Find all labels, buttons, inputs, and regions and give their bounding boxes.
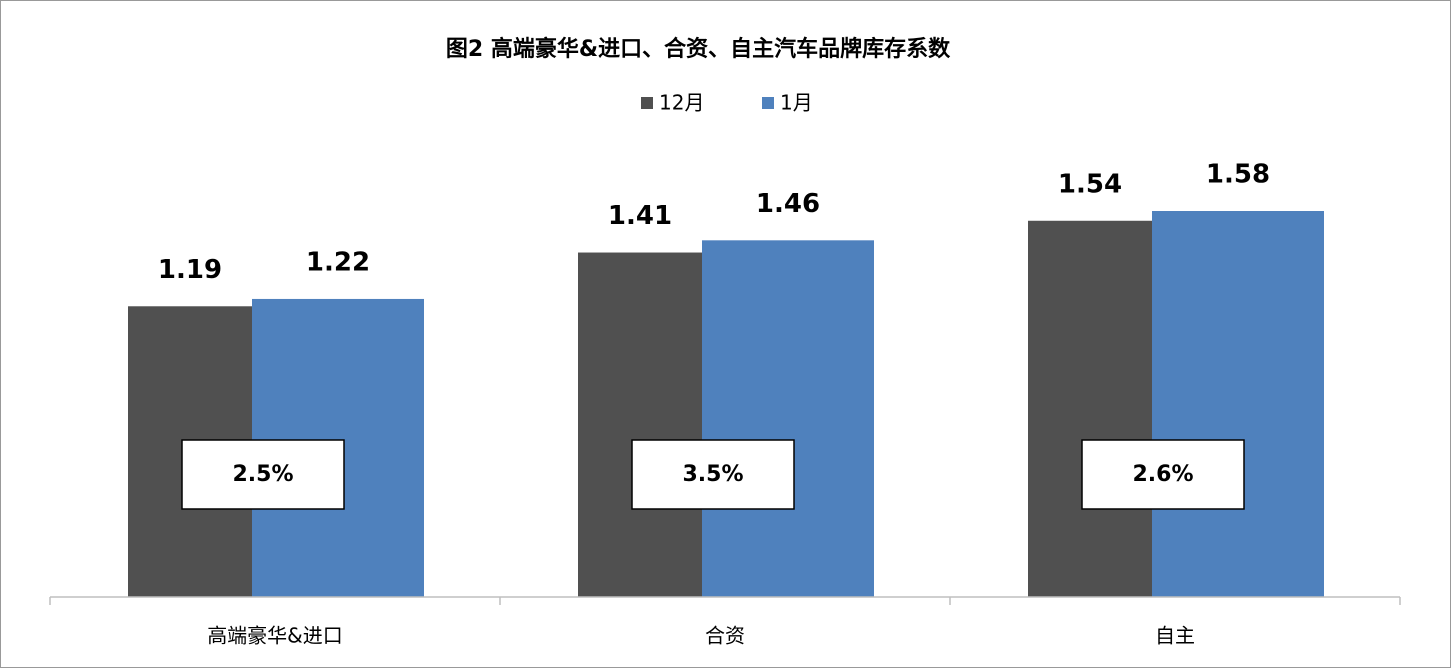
legend-label: 1月 [780,91,813,115]
annotation: 2.6% [1132,462,1193,487]
data-label: 1.41 [608,201,672,231]
legend-swatch [762,97,774,109]
data-label: 1.58 [1206,160,1270,190]
annotation: 2.5% [232,462,293,487]
annotation-box [631,439,795,510]
data-label: 1.54 [1058,169,1122,199]
x-tick-label: 高端豪华&进口 [207,624,343,648]
annotation-box [181,439,345,510]
x-tick-label: 自主 [1155,624,1195,648]
x-tick-label: 合资 [705,624,745,648]
legend-swatch [641,97,653,109]
data-label: 1.22 [306,247,370,277]
bar [702,240,874,597]
bar [1152,211,1324,597]
annotation: 3.5% [682,462,743,487]
data-label: 1.46 [756,189,820,219]
bar [578,252,702,597]
data-label: 1.19 [158,255,222,285]
bar [1028,220,1152,597]
chart-title: 图2 高端豪华&进口、合资、自主汽车品牌库存系数 [446,36,951,62]
legend-label: 12月 [659,91,704,115]
annotation-box [1081,439,1245,510]
